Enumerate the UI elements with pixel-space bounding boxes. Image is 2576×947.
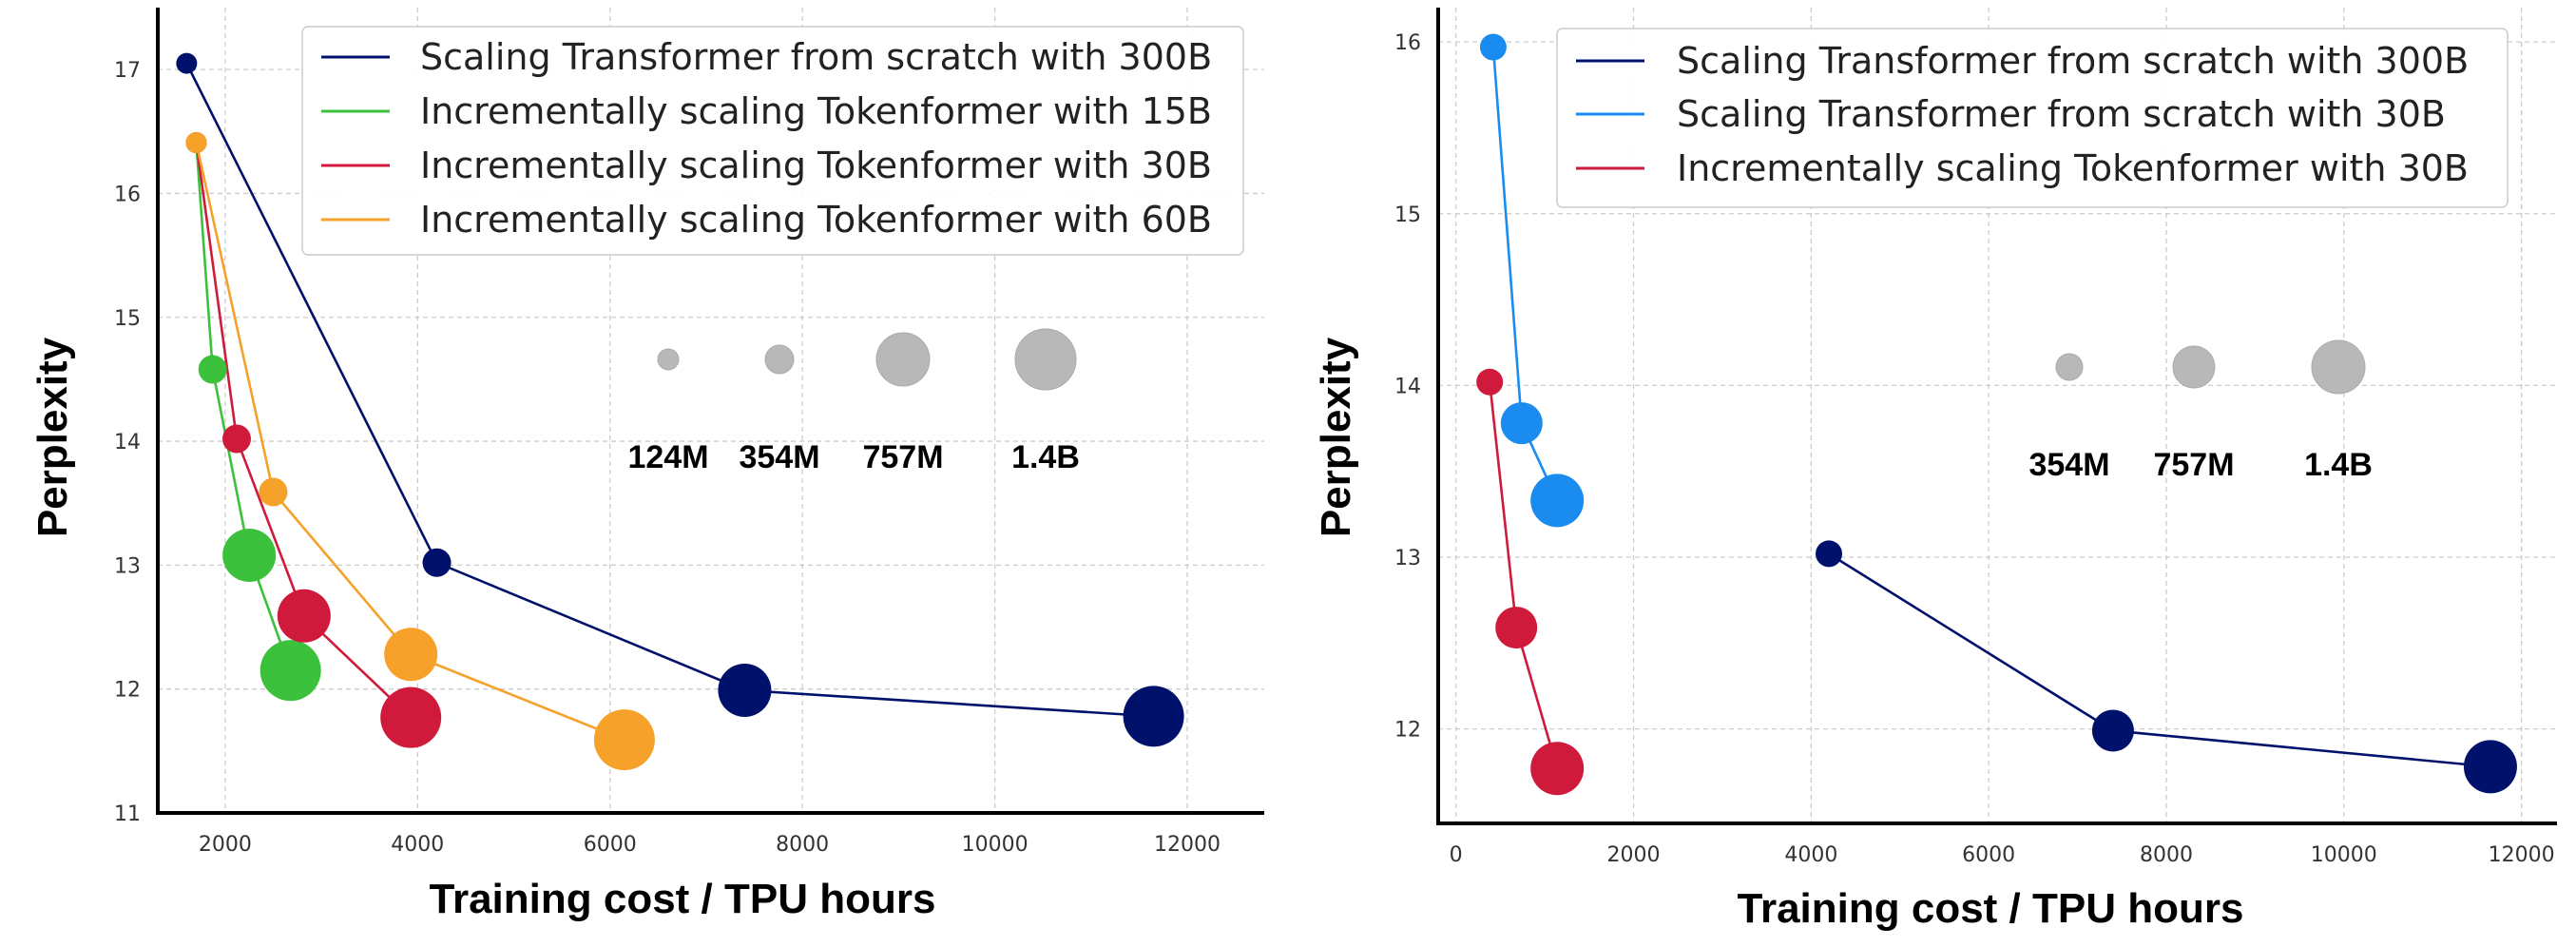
left-chart-panel: 2000 4000 6000 8000 10000 12000 11 12 13 14 15 16 17… (29, 8, 1264, 922)
data-point-incrementally-scaling-tokenformer-with-30b (277, 589, 331, 643)
series-line-scaling-transformer-from-scratch-with-300b (185, 63, 1154, 718)
y-tick-label: 16 (1394, 31, 1421, 55)
data-point-incrementally-scaling-tokenformer-with-30b (221, 424, 251, 454)
x-tick-label: 12000 (2489, 843, 2555, 867)
data-point-incrementally-scaling-tokenformer-with-60b (185, 132, 207, 154)
data-point-incrementally-scaling-tokenformer-with-30b (1530, 742, 1585, 796)
x-tick-label: 8000 (776, 833, 829, 857)
data-point-incrementally-scaling-tokenformer-with-60b (259, 477, 288, 507)
y-tick-label: 14 (1394, 375, 1421, 398)
size-legend-bubble (2311, 339, 2366, 395)
y-tick-label: 12 (1394, 719, 1421, 743)
size-legend-bubble (1014, 328, 1077, 391)
y-tick-label: 13 (114, 554, 141, 578)
data-point-scaling-transformer-from-scratch-with-300b (422, 548, 452, 577)
y-tick-label: 12 (114, 679, 141, 703)
data-point-incrementally-scaling-tokenformer-with-30b (380, 686, 442, 748)
size-legend-label: 354M (739, 439, 819, 475)
x-axis-label: Training cost / TPU hours (1738, 885, 2244, 932)
y-tick-label: 13 (1394, 547, 1421, 570)
x-tick-label: 6000 (1962, 843, 2015, 867)
y-tick-label: 15 (114, 307, 141, 331)
y-tick-label: 17 (114, 59, 141, 83)
size-legend-bubble (2055, 353, 2084, 381)
y-tick-label: 16 (114, 183, 141, 206)
size-legend-bubble (764, 344, 795, 375)
data-point-scaling-transformer-from-scratch-with-300b (176, 52, 198, 74)
size-legend-label: 124M (627, 439, 708, 475)
data-point-incrementally-scaling-tokenformer-with-15b (260, 640, 321, 702)
y-axis-label: Perplexity (1313, 337, 1359, 537)
legend-box (1556, 28, 2509, 208)
data-point-incrementally-scaling-tokenformer-with-60b (384, 628, 438, 682)
legend-entry-label: Incrementally scaling Tokenformer with 3… (420, 145, 1212, 186)
y-axis-label: Perplexity (29, 337, 76, 537)
legend: Scaling Transformer from scratch with 30… (301, 26, 1244, 256)
size-legend-label: 354M (2028, 447, 2109, 483)
size-legend-label: 757M (862, 439, 943, 475)
x-tick-label: 8000 (2140, 843, 2193, 867)
legend-box (301, 26, 1244, 256)
data-point-scaling-transformer-from-scratch-with-300b (2091, 709, 2134, 752)
data-point-incrementally-scaling-tokenformer-with-30b (1495, 607, 1538, 649)
size-legend-label: 757M (2153, 447, 2234, 483)
size-legend-bubble (2172, 345, 2216, 389)
data-point-incrementally-scaling-tokenformer-with-60b (593, 709, 655, 771)
y-tick-label: 11 (114, 802, 141, 826)
legend-entry-label: Incrementally scaling Tokenformer with 6… (420, 199, 1212, 241)
right-chart-panel: 0 2000 4000 6000 8000 10000 12000 12 13 14 15 16 Tra… (1313, 8, 2557, 932)
legend-entry-label: Scaling Transformer from scratch with 30… (420, 36, 1212, 78)
series-line-incrementally-scaling-tokenformer-with-60b (195, 142, 625, 742)
x-tick-label: 2000 (199, 833, 252, 857)
x-tick-label: 10000 (962, 833, 1028, 857)
data-point-scaling-transformer-from-scratch-with-300b (1123, 686, 1184, 747)
x-tick-label: 4000 (1784, 843, 1837, 867)
data-point-scaling-transformer-from-scratch-with-30b (1479, 33, 1507, 61)
x-tick-label: 10000 (2311, 843, 2377, 867)
x-axis-label: Training cost / TPU hours (430, 876, 936, 922)
legend: Scaling Transformer from scratch with 30… (1556, 28, 2509, 208)
x-tick-label: 0 (1450, 843, 1463, 867)
legend-entry-label: Scaling Transformer from scratch with 30… (1677, 40, 2469, 82)
data-point-incrementally-scaling-tokenformer-with-15b (222, 528, 277, 582)
size-legend-bubble (657, 348, 680, 371)
size-legend-bubble (875, 332, 931, 387)
legend-entry-label: Incrementally scaling Tokenformer with 1… (420, 90, 1212, 132)
series-line-incrementally-scaling-tokenformer-with-30b (195, 142, 413, 719)
data-point-incrementally-scaling-tokenformer-with-15b (198, 355, 227, 384)
series-line-scaling-transformer-from-scratch-with-300b (1828, 552, 2491, 768)
size-legend-label: 1.4B (1011, 439, 1080, 475)
legend-entry-label: Scaling Transformer from scratch with 30… (1677, 93, 2446, 135)
data-point-incrementally-scaling-tokenformer-with-30b (1476, 368, 1504, 396)
series-line-incrementally-scaling-tokenformer-with-15b (195, 142, 292, 671)
data-point-scaling-transformer-from-scratch-with-300b (1816, 540, 1843, 568)
x-tick-label: 2000 (1607, 843, 1661, 867)
y-tick-label: 14 (114, 431, 141, 454)
data-point-scaling-transformer-from-scratch-with-30b (1500, 402, 1543, 445)
data-point-scaling-transformer-from-scratch-with-300b (718, 663, 772, 717)
x-tick-label: 6000 (584, 833, 637, 857)
x-tick-label: 12000 (1154, 833, 1221, 857)
size-legend-label: 1.4B (2304, 447, 2373, 483)
data-point-scaling-transformer-from-scratch-with-300b (2463, 740, 2517, 794)
y-tick-label: 15 (1394, 203, 1421, 227)
data-point-scaling-transformer-from-scratch-with-30b (1530, 474, 1585, 528)
legend-entry-label: Incrementally scaling Tokenformer with 3… (1677, 147, 2469, 189)
x-tick-label: 4000 (391, 833, 444, 857)
